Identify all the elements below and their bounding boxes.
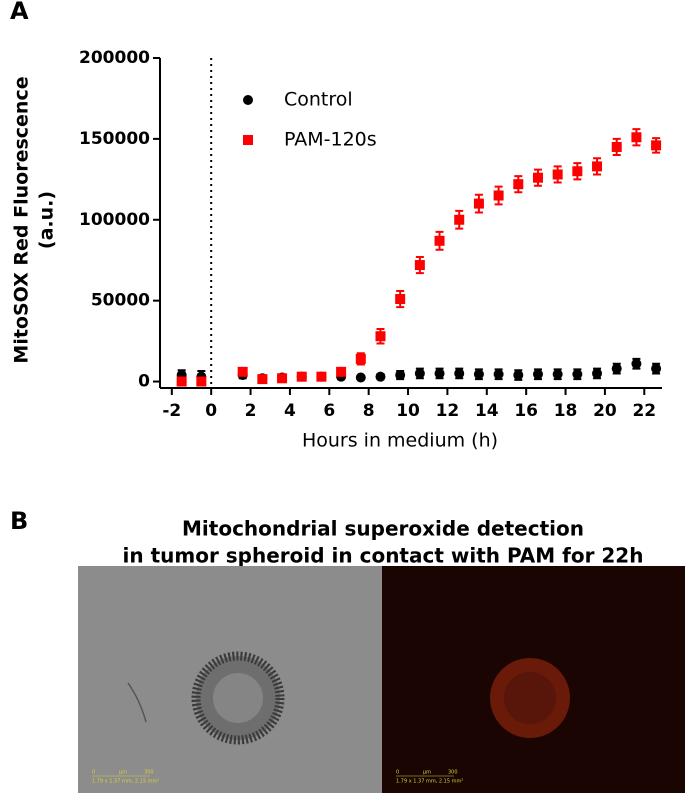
marker (336, 366, 347, 377)
marker (454, 368, 465, 379)
marker (631, 358, 642, 369)
marker (552, 369, 563, 380)
scale-label: 300 (448, 770, 458, 776)
x-tick-label: 18 (554, 401, 578, 421)
y-tick-label: 50000 (91, 291, 150, 311)
x-tick-label: 20 (593, 401, 617, 421)
y-axis-title: (a.u.) (36, 191, 58, 249)
legend-label: PAM-120s (284, 129, 377, 151)
x-tick-label: 14 (475, 401, 499, 421)
marker (631, 132, 642, 143)
marker (473, 369, 484, 380)
y-tick-label: 0 (138, 372, 150, 392)
marker (375, 331, 386, 342)
marker (414, 260, 425, 271)
marker (552, 169, 563, 180)
marker (611, 141, 622, 152)
x-tick-label: -2 (162, 401, 181, 421)
scale-caption: 1.79 x 1.37 mm, 2.15 mm² (92, 779, 159, 785)
marker (296, 371, 307, 382)
x-tick-label: 22 (632, 401, 656, 421)
scale-caption: 1.79 x 1.37 mm, 2.15 mm² (396, 779, 463, 785)
marker (592, 161, 603, 172)
marker (395, 370, 406, 381)
legend-marker (243, 135, 253, 145)
marker (257, 374, 268, 385)
marker (355, 353, 366, 364)
marker (473, 198, 484, 209)
legend-marker (243, 95, 253, 105)
marker (237, 366, 248, 377)
marker (375, 371, 386, 382)
marker (493, 369, 504, 380)
panel-label: A (10, 0, 29, 25)
marker (651, 140, 662, 151)
x-tick-label: 2 (245, 401, 257, 421)
marker (572, 166, 583, 177)
marker (434, 368, 445, 379)
legend-label: Control (284, 89, 353, 111)
marker (651, 363, 662, 374)
marker (196, 376, 207, 387)
scale-label: 0 (396, 770, 399, 776)
scale-label: µm (119, 770, 127, 776)
marker (532, 369, 543, 380)
marker (513, 370, 524, 381)
panel-label: B (10, 507, 28, 535)
x-tick-label: 10 (396, 401, 420, 421)
x-tick-label: 16 (514, 401, 538, 421)
marker (513, 179, 524, 190)
marker (277, 373, 288, 384)
x-axis-title: Hours in medium (h) (302, 430, 498, 452)
y-tick-label: 150000 (79, 129, 150, 149)
x-tick-label: 8 (363, 401, 375, 421)
scale-label: 300 (144, 770, 154, 776)
y-tick-label: 100000 (79, 210, 150, 230)
y-axis-title: MitoSOX Red Fluorescence (11, 76, 33, 363)
marker (572, 369, 583, 380)
y-tick-label: 200000 (79, 48, 150, 68)
brightfield-image: 0 µm 300 1.79 x 1.37 mm, 2.15 mm² (78, 566, 382, 793)
marker (493, 190, 504, 201)
marker (414, 368, 425, 379)
x-tick-label: 0 (205, 401, 217, 421)
marker (316, 371, 327, 382)
marker (611, 363, 622, 374)
marker (532, 172, 543, 183)
marker (454, 214, 465, 225)
x-tick-label: 12 (436, 401, 460, 421)
panel-title: Mitochondrial superoxide detection (182, 517, 584, 541)
scale-label: 0 (92, 770, 95, 776)
marker (395, 294, 406, 305)
x-tick-label: 6 (323, 401, 335, 421)
marker (355, 372, 366, 383)
x-tick-label: 4 (284, 401, 296, 421)
marker (592, 368, 603, 379)
fluorescence-image: 0 µm 300 1.79 x 1.37 mm, 2.15 mm² (382, 566, 685, 793)
marker (176, 376, 187, 387)
scale-label: µm (423, 770, 431, 776)
marker (434, 235, 445, 246)
panel-title: in tumor spheroid in contact with PAM fo… (123, 544, 644, 568)
